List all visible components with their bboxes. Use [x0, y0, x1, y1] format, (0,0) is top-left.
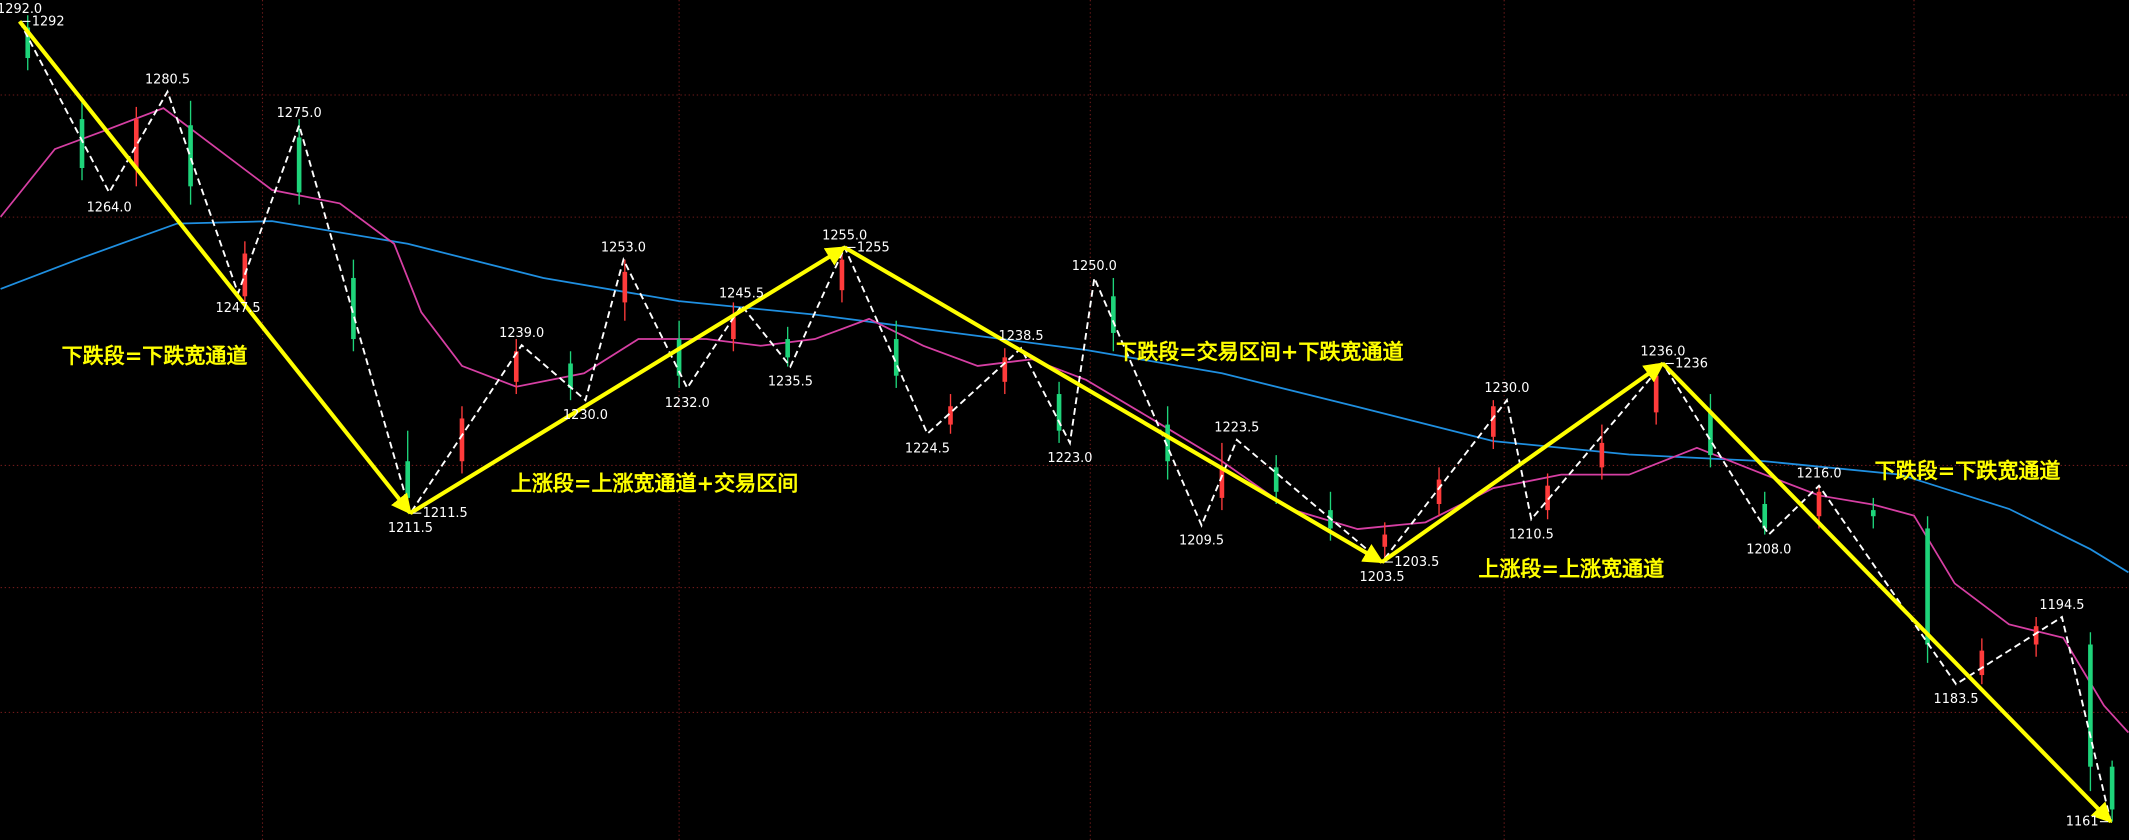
- trend-arrow: [843, 245, 1384, 564]
- pivot-label: 1280.5: [145, 72, 190, 87]
- candle-body: [351, 277, 356, 340]
- price-tag: 1203.5: [1394, 555, 1439, 570]
- candle-body: [1870, 510, 1876, 517]
- annotation: 上涨段=上涨宽通道+交易区间: [511, 470, 798, 495]
- candle-body: [839, 259, 845, 291]
- annotation: 下跌段=交易区间+下跌宽通道: [1116, 339, 1403, 364]
- candle-body: [2109, 766, 2115, 810]
- pivot-label: 1250.0: [1072, 259, 1117, 274]
- candle-body: [1273, 467, 1279, 492]
- candle-body: [622, 271, 628, 303]
- price-tag: 1161: [2066, 815, 2099, 830]
- pivot-label: 1210.5: [1509, 527, 1554, 542]
- candle-body: [676, 339, 682, 376]
- candle-body: [1708, 412, 1713, 456]
- candle-body: [1111, 296, 1116, 333]
- moving-average: [0, 220, 2129, 574]
- annotation: 上涨段=上涨宽通道: [1478, 556, 1664, 581]
- annotation: 下跌段=下跌宽通道: [62, 343, 248, 368]
- pivot-label: 1203.5: [1360, 570, 1405, 585]
- pivot-label: 1255.0: [822, 228, 867, 243]
- trend-arrow: [409, 245, 847, 515]
- price-tag: 1236: [1675, 357, 1708, 372]
- candle-body: [1762, 504, 1768, 529]
- candle-body: [2088, 644, 2093, 767]
- pivot-label: 1292.0: [0, 2, 42, 17]
- candle-body: [1219, 467, 1225, 498]
- candle-body: [785, 339, 790, 358]
- candle-body: [242, 253, 248, 297]
- candle-body: [893, 339, 899, 376]
- candle-body: [1816, 491, 1822, 517]
- pivot-label: 1247.5: [216, 301, 261, 316]
- candle-body: [1002, 357, 1008, 382]
- trend-arrow: [17, 20, 413, 515]
- pivot-label: 1264.0: [87, 200, 132, 215]
- candle-body: [79, 119, 85, 168]
- annotation: 下跌段=下跌宽通道: [1875, 458, 2061, 483]
- candle-body: [25, 27, 31, 59]
- pivot-label: 1253.0: [601, 240, 646, 255]
- pivot-label: 1230.0: [563, 408, 608, 423]
- pivot-label: 1223.0: [1047, 451, 1092, 466]
- pivot-label: 1223.5: [1214, 421, 1259, 436]
- pivot-label: 1194.5: [2039, 598, 2084, 613]
- candle-body: [1491, 406, 1496, 437]
- candle-body: [405, 461, 411, 498]
- price-tag: 1292: [32, 14, 65, 29]
- pivot-label: 1209.5: [1179, 533, 1224, 548]
- pivot-label: 1275.0: [277, 106, 322, 121]
- candle-body: [2033, 626, 2039, 645]
- candle-body: [133, 119, 139, 168]
- pivot-label: 1208.0: [1746, 543, 1791, 558]
- trend-arrow: [1380, 361, 1665, 564]
- pivot-label: 1245.5: [719, 286, 764, 301]
- price-tag: 1211.5: [423, 506, 468, 521]
- candle-body: [1599, 442, 1605, 468]
- candle-body: [1979, 650, 1985, 676]
- pivot-label: 1239.0: [499, 326, 544, 341]
- pivot-label: 1211.5: [388, 521, 433, 536]
- pivot-label: 1232.0: [665, 396, 710, 411]
- pivot-label: 1238.5: [999, 329, 1044, 344]
- pivot-label: 1236.0: [1640, 344, 1685, 359]
- candle-body: [459, 418, 465, 462]
- candle-body: [568, 363, 573, 388]
- annotations: 下跌段=下跌宽通道 上涨段=上涨宽通道+交易区间 下跌段=交易区间+下跌宽通道 …: [62, 339, 2061, 581]
- zigzag-line: [18, 20, 2112, 822]
- pivot-label: 1224.5: [905, 442, 950, 457]
- candle-body: [188, 125, 193, 187]
- candle-body: [1056, 394, 1062, 431]
- pivot-label: 1216.0: [1796, 467, 1841, 482]
- candle-body: [1382, 534, 1388, 547]
- trend-arrow: [1661, 362, 2113, 824]
- candle-body: [1436, 479, 1442, 504]
- pivot-label: 1183.5: [1934, 692, 1979, 707]
- candle-body: [1653, 375, 1659, 413]
- price-tag: 1255: [857, 240, 890, 255]
- pivot-label: 1235.5: [768, 375, 813, 390]
- candle-body: [948, 406, 953, 425]
- candle-body: [1925, 528, 1930, 645]
- moving-average: [0, 107, 2129, 734]
- candle-body: [513, 351, 519, 382]
- candle-body: [731, 314, 736, 340]
- candle-body: [1165, 424, 1170, 462]
- candle-body: [296, 137, 302, 193]
- pivot-label: 1230.0: [1484, 381, 1529, 396]
- candle-body: [1545, 485, 1550, 511]
